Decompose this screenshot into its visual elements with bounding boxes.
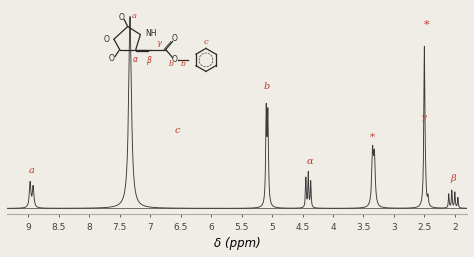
X-axis label: δ (ppm): δ (ppm) (214, 237, 260, 250)
Text: a: a (28, 166, 34, 175)
Text: *: * (369, 132, 374, 141)
Text: c: c (175, 126, 180, 135)
Text: *: * (424, 20, 429, 30)
Text: β: β (450, 175, 456, 183)
Text: α: α (307, 157, 313, 166)
Text: γ: γ (420, 113, 426, 122)
Text: b: b (264, 82, 270, 91)
